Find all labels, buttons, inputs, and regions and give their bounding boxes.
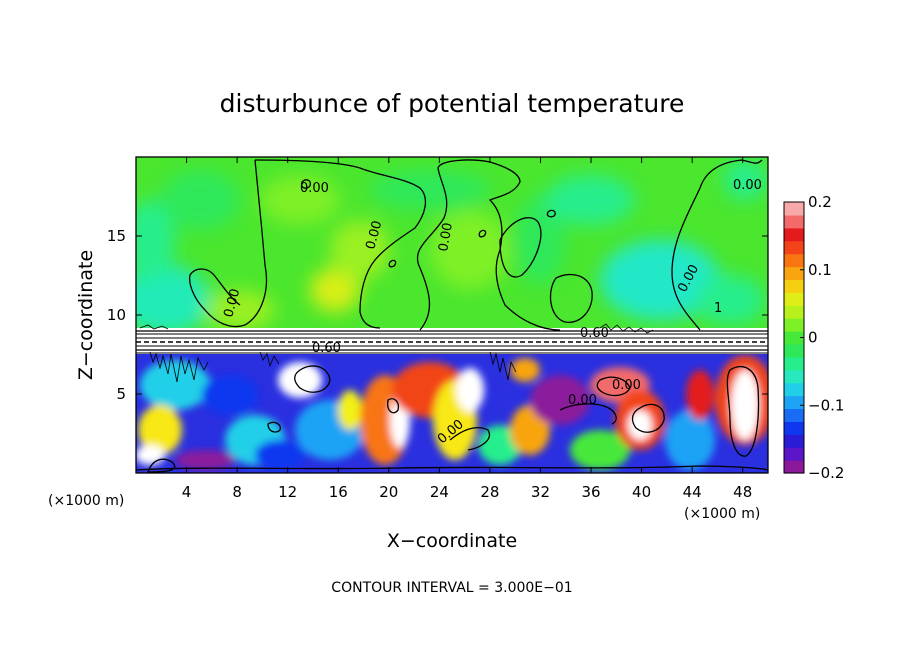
field-lower-layer xyxy=(136,352,768,473)
colorbar-ticks: 0.2 0.1 0 −0.1 −0.2 xyxy=(800,193,844,482)
colorbar-tick-label: 0.2 xyxy=(808,193,832,211)
colorbar-swatch xyxy=(784,356,804,371)
x-tick-label: 20 xyxy=(379,483,398,501)
contour-lines xyxy=(136,159,768,473)
colorbar: 0.2 0.1 0 −0.1 −0.2 xyxy=(783,193,844,482)
x-tick-label: 44 xyxy=(683,483,702,501)
x-tick-label: 24 xyxy=(430,483,449,501)
plot-area: 0.00 0.00 0.00 0.00 0.00 0.60 0.60 0.00 … xyxy=(136,157,768,473)
colorbar-swatch xyxy=(784,343,804,358)
colorbar-swatch xyxy=(784,460,804,474)
x-tick-label: 40 xyxy=(632,483,651,501)
x-tick-label: 48 xyxy=(733,483,752,501)
colorbar-swatch xyxy=(784,240,804,255)
x-tick-label: 28 xyxy=(480,483,499,501)
colorbar-swatch xyxy=(784,331,804,345)
colorbar-swatch xyxy=(784,369,804,384)
colorbar-swatch xyxy=(784,253,804,268)
contour-label: 0.00 xyxy=(221,287,243,319)
contour-interval-note: CONTOUR INTERVAL = 3.000E−01 xyxy=(331,580,572,596)
contour-label: 0.00 xyxy=(568,393,597,408)
colorbar-swatch xyxy=(784,434,804,448)
colorbar-swatch xyxy=(784,279,804,293)
y-axis-title: Z−coordinate xyxy=(75,250,97,380)
y-scale-note: (×1000 m) xyxy=(48,493,124,509)
contour-labels: 0.00 0.00 0.00 0.00 0.00 0.60 0.60 0.00 … xyxy=(221,178,762,447)
x-tick-label: 36 xyxy=(581,483,600,501)
y-axis: 5 10 15 xyxy=(107,227,768,403)
colorbar-swatch xyxy=(784,292,804,306)
colorbar-tick-label: 0.1 xyxy=(808,261,832,279)
colorbar-swatch xyxy=(784,408,804,422)
colorbar-tick-label: −0.2 xyxy=(808,464,844,482)
colorbar-swatch xyxy=(784,305,804,319)
contour-label: 0.00 xyxy=(612,378,641,393)
colorbar-swatch xyxy=(784,421,804,435)
y-tick-label: 5 xyxy=(116,385,126,403)
x-tick-label: 8 xyxy=(232,483,242,501)
x-tick-label: 4 xyxy=(182,483,192,501)
inversion-band xyxy=(136,323,768,383)
x-tick-label: 12 xyxy=(278,483,297,501)
contour-label: 0.00 xyxy=(300,181,329,196)
colorbar-swatch xyxy=(784,395,804,410)
x-tick-label: 16 xyxy=(329,483,348,501)
chart-title: disturbunce of potential temperature xyxy=(220,89,685,118)
colorbar-swatch xyxy=(784,202,804,216)
colorbar-tick-label: 0 xyxy=(808,329,818,347)
colorbar-swatch xyxy=(784,214,804,229)
y-tick-label: 15 xyxy=(107,227,126,245)
colorbar-swatch xyxy=(784,382,804,397)
x-axis-title: X−coordinate xyxy=(387,530,517,552)
colorbar-swatch xyxy=(784,447,804,461)
contour-label: 0.00 xyxy=(733,178,762,193)
contour-label: 0.00 xyxy=(363,219,385,251)
contour-label: 0.60 xyxy=(312,341,341,356)
colorbar-tick-label: −0.1 xyxy=(808,396,844,414)
colorbar-swatch xyxy=(784,318,804,332)
contour-label: 1 xyxy=(714,301,722,316)
colorbar-swatch xyxy=(784,227,804,242)
contour-label: 0.60 xyxy=(580,326,609,341)
colorbar-swatch xyxy=(784,266,804,281)
contour-label: 0.00 xyxy=(436,222,456,253)
colorbar-swatches xyxy=(784,202,804,474)
x-axis: 4 8 12 16 20 24 28 32 36 40 44 48 xyxy=(182,157,752,501)
y-tick-label: 10 xyxy=(107,306,126,324)
x-tick-label: 32 xyxy=(531,483,550,501)
x-scale-note: (×1000 m) xyxy=(684,506,760,522)
